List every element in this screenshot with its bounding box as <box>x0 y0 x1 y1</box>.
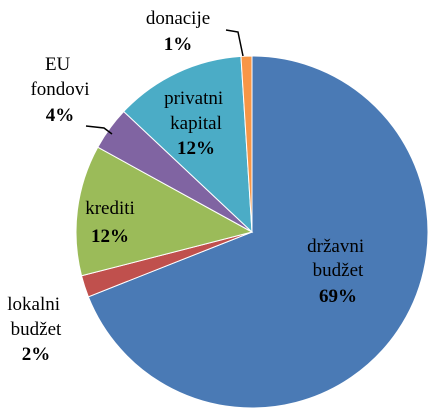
value-label: 2% <box>22 344 51 365</box>
slice-label: državni budžet <box>307 236 369 281</box>
slice-label: krediti <box>85 198 135 219</box>
value-label: 12% <box>91 226 129 247</box>
value-label: 1% <box>164 34 193 55</box>
pie-slice <box>75 146 254 277</box>
value-label: 69% <box>319 286 357 307</box>
pie-slice <box>240 55 253 233</box>
value-label: 4% <box>46 105 75 126</box>
slice-label: EU fondovi <box>30 54 89 100</box>
leader-line <box>225 29 244 57</box>
slice-label: donacije <box>146 8 210 29</box>
slice-label: lokalni budžet <box>7 294 65 340</box>
slice-label: privatni kapital <box>164 88 228 134</box>
pie-slice <box>122 55 253 234</box>
value-label: 12% <box>177 138 215 159</box>
pie-slice <box>87 55 429 408</box>
leader-line <box>85 125 113 135</box>
